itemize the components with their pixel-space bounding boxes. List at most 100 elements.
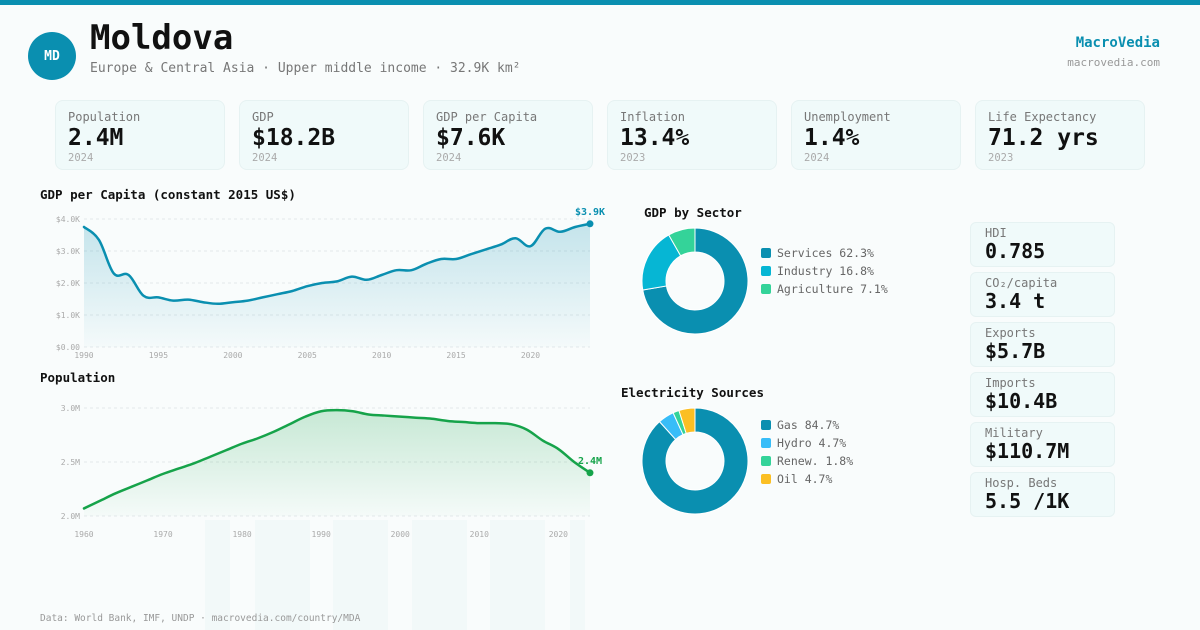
end-point-marker	[586, 469, 594, 477]
kpi-card-gdp: GDP $18.2B 2024	[239, 100, 409, 170]
y-tick-label: $0.00	[56, 343, 80, 352]
legend-label: Services 62.3%	[777, 246, 874, 260]
electricity-sources-title: Electricity Sources	[621, 385, 764, 400]
kpi-year: 2024	[436, 152, 462, 164]
legend-item-hydro: Hydro 4.7%	[761, 434, 853, 452]
kpi-label: Inflation	[620, 110, 686, 124]
stat-label: CO₂/capita	[985, 276, 1058, 290]
x-tick-label: 2000	[391, 530, 410, 539]
y-tick-label: $2.0K	[56, 279, 80, 288]
country-avatar: MD	[28, 32, 76, 80]
legend-item-oil: Oil 4.7%	[761, 470, 853, 488]
kpi-year: 2024	[804, 152, 830, 164]
legend-label: Gas 84.7%	[777, 418, 840, 432]
x-tick-label: 1970	[153, 530, 172, 539]
series-line	[82, 408, 592, 510]
kpi-card-inflation: Inflation 13.4% 2023	[607, 100, 777, 170]
avatar-initials: MD	[44, 48, 60, 64]
kpi-row: Population 2.4M 2024 GDP $18.2B 2024 GDP…	[55, 100, 1145, 170]
legend-label: Renew. 1.8%	[777, 454, 854, 468]
brand-logo[interactable]: MacroVedia	[1075, 35, 1160, 51]
data-source-footer: Data: World Bank, IMF, UNDP · macrovedia…	[40, 613, 361, 624]
kpi-year: 2024	[68, 152, 94, 164]
legend-swatch-agriculture	[761, 284, 771, 294]
legend-swatch-services	[761, 248, 771, 258]
kpi-year: 2024	[252, 152, 278, 164]
stat-card-hdi: HDI 0.785	[970, 222, 1115, 267]
kpi-value: $18.2B	[252, 125, 336, 151]
y-tick-label: $3.0K	[56, 247, 80, 256]
x-tick-label: 2020	[521, 351, 540, 360]
stat-value: 0.785	[985, 239, 1046, 263]
series-area	[84, 410, 590, 516]
x-tick-label: 1990	[312, 530, 331, 539]
donut-slice-gas	[641, 407, 749, 515]
kpi-card-unemployment: Unemployment 1.4% 2024	[791, 100, 961, 170]
y-tick-label: 3.0M	[61, 404, 80, 413]
donut-slice-agriculture	[668, 227, 696, 257]
legend-label: Industry 16.8%	[777, 264, 874, 278]
stat-label: Hosp. Beds	[985, 476, 1058, 490]
stat-card-co2: CO₂/capita 3.4 t	[970, 272, 1115, 317]
end-value-label: 2.4M	[578, 456, 602, 467]
kpi-label: Life Expectancy	[988, 110, 1097, 124]
population-chart: 2.0M 2.5M 3.0M 1960 1970 1980 1990 2000 2010 2020…	[61, 404, 602, 539]
y-tick-label: $4.0K	[56, 215, 80, 224]
stat-card-imports: Imports $10.4B	[970, 372, 1115, 417]
x-tick-label: 1980	[232, 530, 251, 539]
kpi-value: 71.2 yrs	[988, 125, 1099, 151]
series-area	[84, 223, 590, 347]
stat-label: Exports	[985, 326, 1036, 340]
gdp-by-sector-title: GDP by Sector	[644, 205, 742, 220]
x-tick-label: 2005	[298, 351, 317, 360]
kpi-value: 13.4%	[620, 125, 690, 151]
x-tick-label: 1995	[149, 351, 168, 360]
country-subtitle: Europe & Central Asia · Upper middle inc…	[90, 61, 521, 76]
x-tick-label: 1990	[74, 351, 93, 360]
legend-swatch-renewables	[761, 456, 771, 466]
stat-label: Imports	[985, 376, 1036, 390]
top-accent-bar	[0, 0, 1200, 5]
legend-swatch-oil	[761, 474, 771, 484]
gdp-per-capita-chart-title: GDP per Capita (constant 2015 US$)	[40, 187, 296, 202]
electricity-sources-legend: Gas 84.7% Hydro 4.7% Renew. 1.8% Oil 4.7…	[761, 416, 853, 488]
kpi-value: 2.4M	[68, 125, 124, 151]
gdp-by-sector-legend: Services 62.3% Industry 16.8% Agricultur…	[761, 244, 888, 298]
kpi-card-population: Population 2.4M 2024	[55, 100, 225, 170]
stat-label: Military	[985, 426, 1043, 440]
x-tick-label: 2015	[446, 351, 465, 360]
stat-card-exports: Exports $5.7B	[970, 322, 1115, 367]
electricity-sources-donut	[641, 407, 749, 515]
stat-card-hospital-beds: Hosp. Beds 5.5 /1K	[970, 472, 1115, 517]
kpi-label: GDP	[252, 110, 274, 124]
kpi-label: GDP per Capita	[436, 110, 538, 124]
legend-item-renewables: Renew. 1.8%	[761, 452, 853, 470]
stat-card-military: Military $110.7M	[970, 422, 1115, 467]
population-chart-title: Population	[40, 370, 116, 385]
y-tick-label: 2.5M	[61, 458, 80, 467]
legend-item-agriculture: Agriculture 7.1%	[761, 280, 888, 298]
legend-swatch-hydro	[761, 438, 771, 448]
x-tick-label: 2010	[470, 530, 489, 539]
legend-item-industry: Industry 16.8%	[761, 262, 888, 280]
donut-slice-services	[642, 227, 749, 335]
x-tick-label: 2020	[549, 530, 568, 539]
kpi-card-gdp-per-capita: GDP per Capita $7.6K 2024	[423, 100, 593, 170]
kpi-card-life-expectancy: Life Expectancy 71.2 yrs 2023	[975, 100, 1145, 170]
end-value-label: $3.9K	[575, 207, 605, 218]
legend-swatch-industry	[761, 266, 771, 276]
x-tick-label: 2010	[372, 351, 391, 360]
page-title: Moldova	[90, 18, 234, 58]
stat-value: 5.5 /1K	[985, 489, 1070, 513]
legend-label: Oil 4.7%	[777, 472, 833, 486]
x-tick-label: 2000	[223, 351, 242, 360]
brand-url[interactable]: macrovedia.com	[1067, 56, 1160, 69]
end-point-marker	[586, 220, 594, 228]
legend-swatch-gas	[761, 420, 771, 430]
stat-value: $5.7B	[985, 339, 1046, 363]
donut-slice-oil	[678, 407, 696, 434]
legend-item-gas: Gas 84.7%	[761, 416, 853, 434]
y-tick-label: $1.0K	[56, 311, 80, 320]
gdp-by-sector-donut	[641, 227, 749, 335]
y-tick-label: 2.0M	[61, 512, 80, 521]
